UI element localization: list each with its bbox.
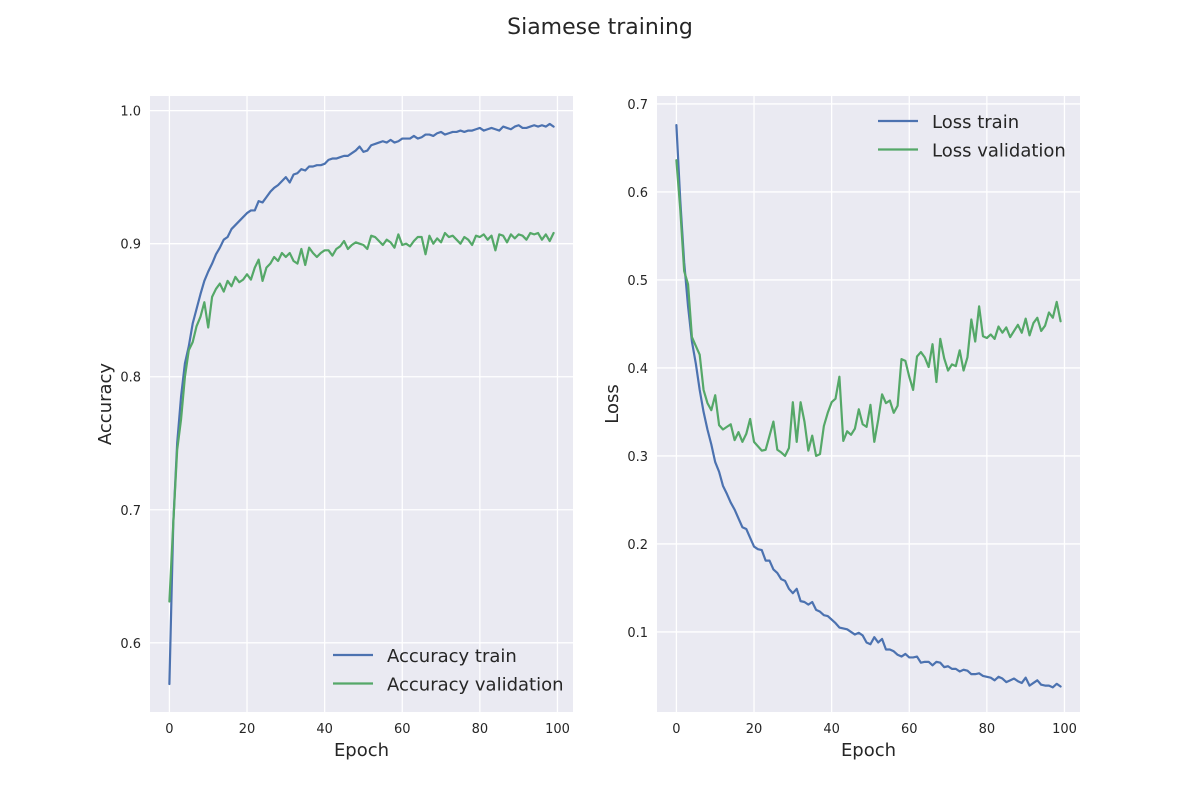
accuracy-chart: 0 20 40 60 80 100 0.6 0.7 0.8 0.9 1.0 Epoch Accuracy…: [95, 96, 573, 761]
loss-series-validation-line: [675, 159, 1062, 458]
loss-x-tick-label: 0: [672, 722, 680, 737]
loss-chart: 0 20 40 60 80 100 0.1 0.2 0.3 0.4 0.5 0.6 0.7 Epoch Lo…: [602, 96, 1080, 761]
accuracy-x-tick-label: 100: [545, 722, 570, 737]
loss-legend-label: Loss train: [932, 112, 1019, 133]
accuracy-legend-label: Accuracy validation: [387, 675, 564, 696]
loss-x-tick-label: 100: [1052, 722, 1077, 737]
loss-series-train-line: [675, 123, 1062, 689]
loss-y-tick-label: 0.3: [627, 450, 648, 465]
accuracy-legend-label: Accuracy train: [387, 646, 517, 667]
figure-title: Siamese training: [507, 15, 693, 40]
accuracy-y-tick-label: 1.0: [120, 105, 141, 120]
loss-x-tick-label: 60: [901, 722, 918, 737]
loss-legend: Loss train Loss validation: [878, 112, 1066, 162]
loss-y-axis-label: Loss: [602, 384, 623, 423]
loss-y-tick-label: 0.7: [627, 98, 648, 113]
loss-y-tick-label: 0.5: [627, 274, 648, 289]
loss-y-tick-label: 0.1: [627, 626, 648, 641]
loss-y-tick-label: 0.6: [627, 186, 648, 201]
accuracy-x-tick-label: 60: [394, 722, 411, 737]
accuracy-x-tick-label: 40: [316, 722, 333, 737]
loss-x-tick-label: 80: [979, 722, 996, 737]
accuracy-x-tick-label: 0: [165, 722, 173, 737]
loss-y-tick-label: 0.2: [627, 538, 648, 553]
accuracy-legend: Accuracy train Accuracy validation: [333, 646, 564, 696]
accuracy-plot-area: [150, 96, 573, 712]
accuracy-x-tick-label: 20: [239, 722, 256, 737]
accuracy-x-tick-label: 80: [472, 722, 489, 737]
accuracy-y-tick-label: 0.7: [120, 504, 141, 519]
loss-legend-label: Loss validation: [932, 141, 1066, 162]
accuracy-x-axis-label: Epoch: [334, 740, 389, 761]
loss-x-tick-label: 40: [823, 722, 840, 737]
loss-x-tick-label: 20: [746, 722, 763, 737]
accuracy-series-validation-line: [168, 231, 555, 603]
accuracy-y-tick-label: 0.9: [120, 238, 141, 253]
accuracy-y-axis-label: Accuracy: [95, 363, 116, 446]
accuracy-series-train-line: [168, 122, 555, 686]
loss-x-axis-label: Epoch: [841, 740, 896, 761]
loss-y-tick-label: 0.4: [627, 362, 648, 377]
accuracy-y-tick-label: 0.8: [120, 371, 141, 386]
accuracy-y-tick-label: 0.6: [120, 637, 141, 652]
loss-plot-area: [657, 96, 1080, 712]
